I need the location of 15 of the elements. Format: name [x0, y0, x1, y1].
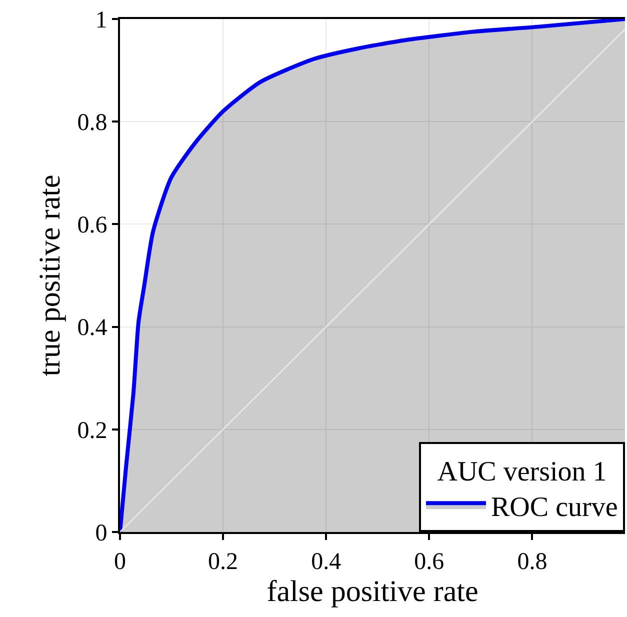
x-tick-label: 0.8: [517, 548, 548, 575]
y-tick-label: 0.2: [77, 418, 108, 444]
y-tick-label: 0.6: [77, 212, 108, 239]
y-tick-label: 1: [95, 7, 108, 34]
x-tick-label: 0: [114, 548, 126, 575]
y-axis-title: true positive rate: [34, 174, 67, 376]
y-tick-label: 0.8: [77, 110, 108, 136]
legend-title: AUC version 1: [437, 456, 607, 488]
y-tick-label: 0: [95, 520, 108, 546]
x-tick-label: 0.2: [208, 548, 238, 575]
legend-label: ROC curve: [491, 492, 618, 524]
x-tick-label: 0.4: [311, 548, 342, 575]
x-axis-title: false positive rate: [266, 574, 478, 608]
y-tick-label: 0.4: [77, 315, 108, 342]
x-tick-label: 0.6: [414, 548, 444, 575]
